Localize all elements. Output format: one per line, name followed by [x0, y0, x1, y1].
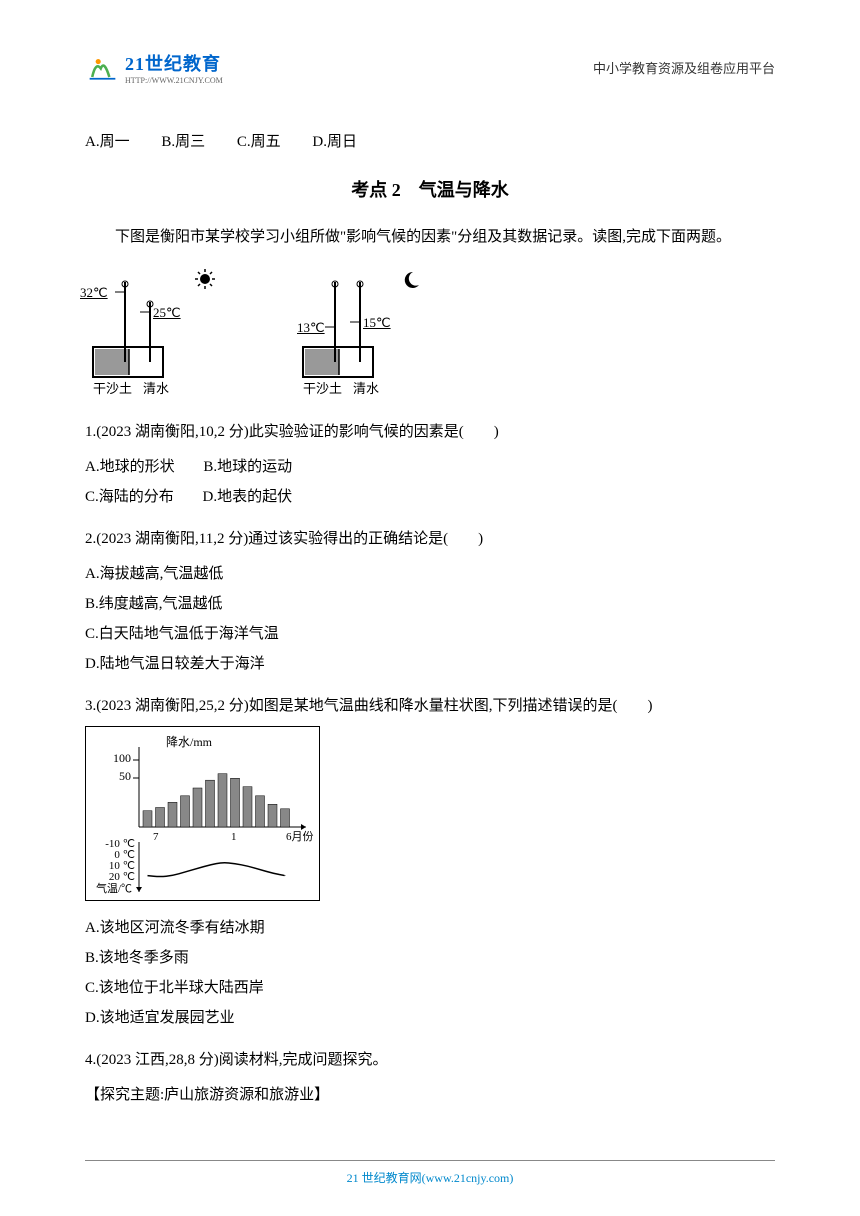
- q2-stem: 2.(2023 湖南衡阳,11,2 分)通过该实验得出的正确结论是( ): [85, 524, 775, 554]
- q2-options: A.海拔越高,气温越低 B.纬度越高,气温越低 C.白天陆地气温低于海洋气温 D…: [85, 559, 775, 679]
- temp-tick-3: 20 ℃: [109, 871, 135, 883]
- climate-chart: 降水/mm 100 50 7 1 6月份 -10 ℃ 0 ℃ 10 ℃ 20 ℃…: [85, 726, 320, 901]
- top-options: A.周一 B.周三 C.周五 D.周日: [85, 130, 775, 151]
- footer-text: 21 世纪教育网(www.21cnjy.com): [0, 1169, 860, 1186]
- page-header: 21世纪教育 HTTP://WWW.21CNJY.COM 中小学教育资源及组卷应…: [85, 50, 775, 85]
- month-7: 7: [153, 831, 159, 843]
- q3-options: A.该地区河流冬季有结冰期 B.该地冬季多雨 C.该地位于北半球大陆西岸 D.该…: [85, 913, 775, 1033]
- option-a: A.周一: [85, 130, 130, 151]
- day-water-temp: 25℃: [153, 305, 181, 321]
- q2-c: C.白天陆地气温低于海洋气温: [85, 619, 775, 649]
- precip-tick-50: 50: [119, 769, 131, 783]
- night-sand-temp: 13℃: [297, 320, 325, 336]
- q2-d: D.陆地气温日较差大于海洋: [85, 649, 775, 679]
- q1-d: D.地表的起伏: [203, 482, 293, 512]
- q4-subtitle: 【探究主题:庐山旅游资源和旅游业】: [85, 1080, 775, 1110]
- day-sand-label: 干沙土: [93, 378, 132, 397]
- q1-c: C.海陆的分布: [85, 482, 174, 512]
- night-water-label: 清水: [353, 378, 379, 397]
- logo-icon: [85, 53, 120, 83]
- intro-text: 下图是衡阳市某学校学习小组所做"影响气候的因素"分组及其数据记录。读图,完成下面…: [85, 222, 775, 252]
- q3-c: C.该地位于北半球大陆西岸: [85, 973, 775, 1003]
- month-6: 6月份: [286, 830, 314, 843]
- night-sand-label: 干沙土: [303, 378, 342, 397]
- q3-b: B.该地冬季多雨: [85, 943, 775, 973]
- q3-a: A.该地区河流冬季有结冰期: [85, 913, 775, 943]
- day-panel: 32℃ 25℃ 干沙土 清水: [85, 267, 265, 397]
- page-footer: 21 世纪教育网(www.21cnjy.com): [0, 1160, 860, 1186]
- q1-stem: 1.(2023 湖南衡阳,10,2 分)此实验验证的影响气候的因素是( ): [85, 417, 775, 447]
- header-subtitle: 中小学教育资源及组卷应用平台: [593, 58, 775, 77]
- logo: 21世纪教育 HTTP://WWW.21CNJY.COM: [85, 50, 223, 85]
- q1-b: B.地球的运动: [203, 452, 292, 482]
- q3-d: D.该地适宜发展园艺业: [85, 1003, 775, 1033]
- day-water-label: 清水: [143, 378, 169, 397]
- month-1: 1: [231, 831, 237, 843]
- option-b: B.周三: [161, 130, 205, 151]
- q1-options: A.地球的形状 B.地球的运动 C.海陆的分布 D.地表的起伏: [85, 452, 775, 512]
- q2-b: B.纬度越高,气温越低: [85, 589, 775, 619]
- option-d: D.周日: [312, 130, 357, 151]
- q3-stem: 3.(2023 湖南衡阳,25,2 分)如图是某地气温曲线和降水量柱状图,下列描…: [85, 691, 775, 721]
- precip-tick-100: 100: [113, 751, 131, 765]
- q2-a: A.海拔越高,气温越低: [85, 559, 775, 589]
- q4-stem: 4.(2023 江西,28,8 分)阅读材料,完成问题探究。: [85, 1045, 775, 1075]
- precip-axis-label: 降水/mm: [166, 735, 213, 749]
- section-title: 考点 2 气温与降水: [85, 176, 775, 202]
- day-sand-temp: 32℃: [80, 285, 108, 301]
- logo-text: 21世纪教育: [125, 54, 221, 74]
- option-c: C.周五: [237, 130, 281, 151]
- experiment-diagram: 32℃ 25℃ 干沙土 清水 13℃ 15℃ 干沙土 清水: [85, 267, 775, 397]
- night-water-temp: 15℃: [363, 315, 391, 331]
- night-panel: 13℃ 15℃ 干沙土 清水: [295, 267, 475, 397]
- temp-axis-label: 气温/℃: [96, 881, 132, 895]
- logo-url: HTTP://WWW.21CNJY.COM: [125, 76, 223, 85]
- q1-a: A.地球的形状: [85, 452, 175, 482]
